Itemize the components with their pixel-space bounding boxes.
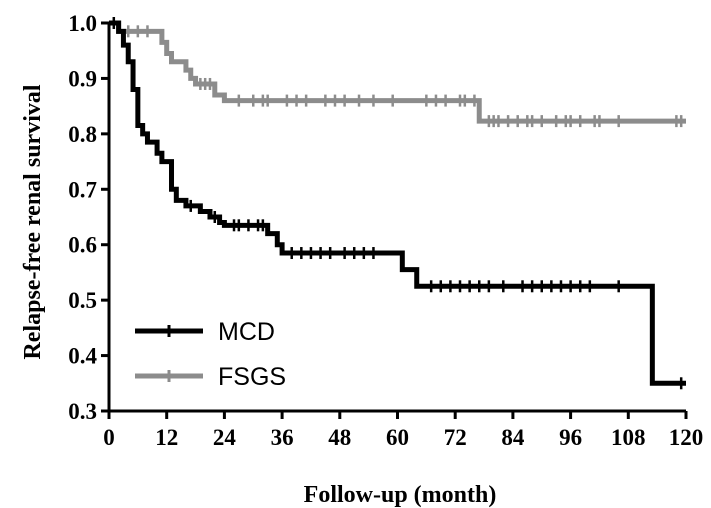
- series-line-mcd: [109, 20, 686, 386]
- legend: MCD FSGS: [135, 318, 286, 391]
- y-tick-label: 0.4: [68, 344, 97, 369]
- x-tick-label: 72: [444, 425, 467, 450]
- x-tick-label: 0: [103, 425, 115, 450]
- y-tick-label: 0.3: [68, 399, 97, 424]
- x-tick-label: 120: [669, 425, 704, 450]
- y-tick-label: 0.6: [68, 233, 97, 258]
- y-axis-title: Relapse-free renal survival: [20, 84, 46, 359]
- x-tick-label: 12: [155, 425, 178, 450]
- x-tick-label: 24: [213, 425, 237, 450]
- y-tick-label: 1.0: [68, 11, 97, 36]
- series-line-fsgs: [109, 20, 686, 124]
- x-tick-label: 108: [611, 425, 646, 450]
- legend-label-fsgs: FSGS: [218, 363, 286, 391]
- x-axis-title: Follow-up (month): [304, 482, 497, 508]
- series-layer: [109, 17, 686, 390]
- x-tick-label: 84: [501, 425, 525, 450]
- x-tick-label: 48: [328, 425, 351, 450]
- axes: 0.3 0.4 0.5 0.6 0.7 0.8 0.9 1.0 0 12 24 36 48 60 72 84 9…: [68, 11, 703, 450]
- y-tick-label: 0.8: [68, 122, 97, 147]
- legend-label-mcd: MCD: [218, 318, 275, 346]
- x-tick-label: 36: [271, 425, 294, 450]
- y-tick-label: 0.5: [68, 288, 97, 313]
- x-tick-label: 60: [386, 425, 409, 450]
- y-tick-label: 0.9: [68, 66, 97, 91]
- x-tick-label: 96: [559, 425, 582, 450]
- y-tick-label: 0.7: [68, 177, 97, 202]
